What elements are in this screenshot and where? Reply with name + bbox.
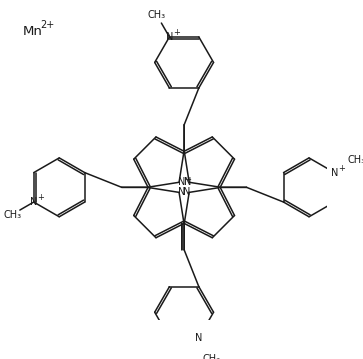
Text: N: N: [195, 333, 203, 343]
Text: CH₃: CH₃: [3, 210, 21, 220]
Text: CH₃: CH₃: [202, 354, 220, 359]
Text: +: +: [37, 193, 44, 202]
Text: 2+: 2+: [41, 20, 55, 30]
Text: +: +: [338, 164, 345, 173]
Text: −: −: [184, 175, 192, 184]
Text: Mn: Mn: [23, 25, 42, 38]
Text: +: +: [173, 28, 180, 37]
Text: N: N: [331, 168, 338, 178]
Text: N: N: [178, 187, 185, 197]
Text: N: N: [184, 177, 191, 187]
Text: N: N: [183, 187, 190, 197]
Text: CH₃: CH₃: [148, 10, 166, 20]
Text: CH₃: CH₃: [347, 155, 363, 165]
Text: N: N: [166, 32, 173, 42]
Text: N: N: [30, 197, 37, 207]
Text: N: N: [178, 177, 185, 187]
